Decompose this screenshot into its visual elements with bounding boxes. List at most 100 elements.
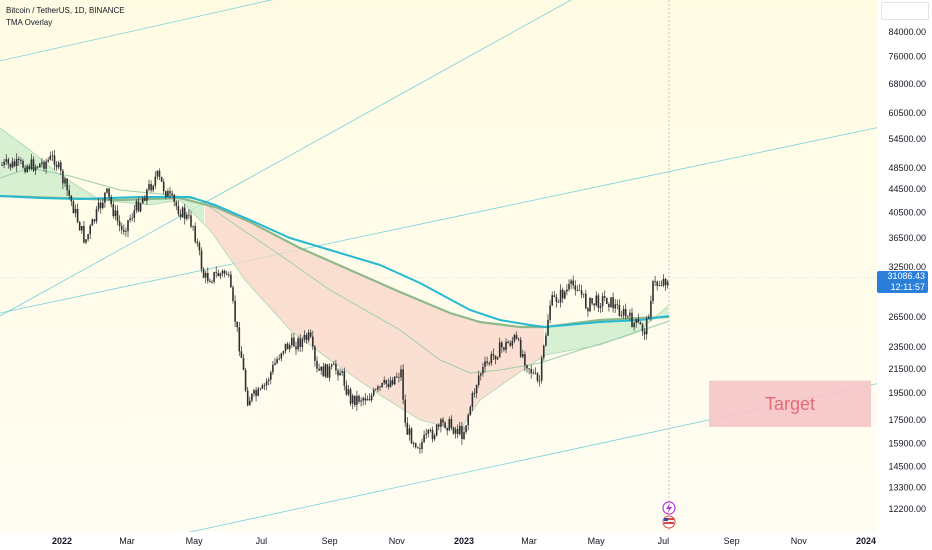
candle-body (5, 159, 7, 162)
candle-body (509, 343, 511, 346)
y-tick-label: 84000.00 (888, 27, 926, 37)
candle-body (431, 429, 434, 440)
candle-body (547, 319, 549, 336)
candle-body (540, 357, 543, 381)
candle-body (253, 390, 255, 394)
candle-body (398, 376, 400, 378)
candle-body (93, 219, 96, 222)
candle-body (154, 176, 157, 186)
candle-body (261, 385, 264, 389)
candle-body (76, 208, 79, 223)
candle-body (463, 431, 465, 440)
candle-body (330, 364, 333, 367)
candle-body (618, 305, 621, 317)
candle-body (106, 188, 108, 193)
candle-body (87, 234, 89, 240)
candle-body (291, 337, 293, 346)
candle-body (471, 393, 474, 407)
candle-body (578, 289, 581, 291)
candle-body (9, 164, 12, 168)
candle-body (230, 274, 232, 288)
candle-body (633, 322, 635, 328)
candle-body (417, 447, 419, 449)
candle-body (13, 161, 16, 167)
candle-body (55, 164, 58, 168)
candle-body (301, 339, 304, 347)
candle-body (223, 270, 226, 274)
candle-body (343, 371, 346, 386)
x-tick-label: Nov (791, 536, 808, 546)
x-tick-label: Nov (389, 536, 406, 546)
candle-body (135, 201, 138, 211)
candle-body (26, 165, 28, 173)
candle-body (288, 345, 291, 350)
x-tick-label: Jul (256, 536, 268, 546)
candle-body (236, 321, 238, 328)
lightning-icon (662, 501, 676, 515)
candle-body (606, 297, 608, 304)
candle-body (183, 207, 186, 219)
candle-body (118, 221, 121, 226)
candle-body (333, 364, 335, 365)
candle-body (152, 185, 154, 191)
candle-body (36, 166, 39, 168)
indicator-name[interactable]: TMA Overlay (6, 18, 53, 27)
candle-body (198, 243, 201, 251)
candle-body (293, 337, 295, 347)
candle-body (242, 357, 245, 371)
candle-body (72, 201, 75, 214)
candle-body (177, 206, 180, 215)
y-tick-label: 48500.00 (888, 163, 926, 173)
candle-body (259, 388, 262, 390)
trend-line (0, 0, 273, 62)
candle-body (11, 161, 14, 168)
candle-body (372, 389, 375, 396)
candle-body (387, 384, 390, 387)
candle-body (498, 342, 501, 358)
currency-selector[interactable] (881, 2, 929, 20)
candle-body (228, 274, 230, 276)
candle-body (557, 301, 560, 303)
ma-ribbon-line (0, 195, 670, 329)
candle-body (116, 210, 119, 222)
candle-body (299, 338, 301, 347)
candle-body (406, 422, 409, 435)
candle-body (496, 357, 499, 360)
candle-body (123, 229, 125, 232)
candle-body (196, 241, 199, 244)
candle-body (200, 250, 203, 270)
candle-body (70, 195, 73, 202)
candle-body (526, 365, 528, 369)
candle-body (587, 308, 589, 312)
candle-body (452, 427, 455, 434)
candle-body (486, 361, 488, 363)
candle-body (534, 372, 537, 374)
candle-body (370, 395, 373, 401)
candle-body (192, 226, 194, 228)
candle-body (585, 293, 587, 309)
y-tick-label: 68000.00 (888, 79, 926, 89)
candle-body (488, 362, 490, 364)
candle-body (662, 278, 665, 286)
y-tick-label: 32500.00 (888, 262, 926, 272)
candle-body (597, 295, 600, 308)
candle-body (309, 332, 312, 337)
candle-body (536, 373, 539, 381)
candle-body (104, 192, 106, 203)
candle-body (213, 272, 215, 282)
candle-body (120, 225, 123, 230)
y-tick-label: 60500.00 (888, 108, 926, 118)
candle-body (320, 366, 322, 371)
candle-body (589, 298, 591, 312)
symbol-title[interactable]: Bitcoin / TetherUS, 1D, BINANCE (6, 6, 125, 15)
drawing-layer: Target (0, 0, 877, 532)
candle-body (47, 159, 49, 162)
y-tick-label: 13300.00 (888, 483, 926, 493)
candle-body (645, 318, 648, 335)
candle-body (519, 339, 522, 357)
chart-legend: Bitcoin / TetherUS, 1D, BINANCE TMA Over… (6, 5, 125, 29)
bear-band (205, 204, 544, 430)
candle-body (295, 346, 297, 350)
